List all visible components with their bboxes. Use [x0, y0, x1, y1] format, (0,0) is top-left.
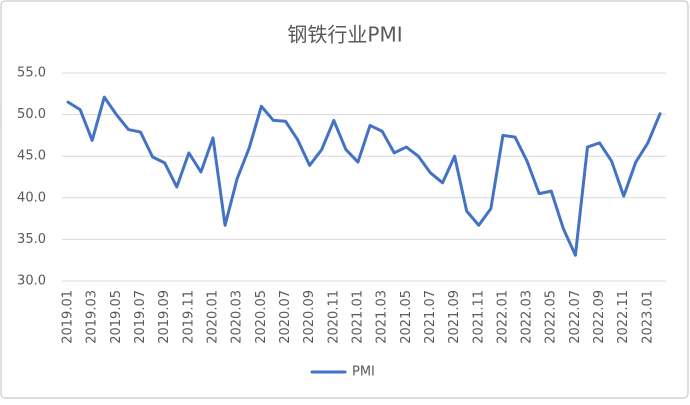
x-tick-label: 2021.09	[447, 290, 462, 344]
y-tick-label: 45.0	[17, 149, 46, 164]
x-tick-label: 2020.09	[302, 290, 317, 344]
x-tick-label: 2021.11	[471, 290, 486, 344]
x-tick-label: 2021.07	[423, 290, 438, 344]
data-line	[66, 95, 662, 257]
y-tick-label: 50.0	[17, 107, 46, 122]
x-tick-label: 2019.01	[61, 290, 76, 344]
x-tick-label: 2022.01	[495, 290, 510, 344]
y-tick-label: 55.0	[17, 66, 46, 81]
y-tick-label: 40.0	[17, 190, 46, 205]
x-tick-label: 2021.01	[350, 290, 365, 344]
x-tick-label: 2022.09	[592, 290, 607, 344]
x-tick-label: 2021.03	[375, 290, 390, 344]
y-tick-label: 35.0	[17, 232, 46, 247]
y-tick-label: 30.0	[17, 274, 46, 289]
x-tick-label: 2022.05	[544, 290, 559, 344]
x-tick-label: 2019.03	[85, 290, 100, 344]
x-tick-label: 2022.07	[568, 290, 583, 344]
x-tick-label: 2022.11	[616, 290, 631, 344]
x-tick-label: 2019.07	[133, 290, 148, 344]
legend-label: PMI	[352, 365, 375, 380]
x-tick-label: 2021.05	[399, 290, 414, 344]
x-tick-label: 2022.03	[520, 290, 535, 344]
x-tick-label: 2020.01	[206, 290, 221, 344]
chart-title: 钢铁行业PMI	[287, 23, 402, 47]
x-tick-label: 2019.09	[157, 290, 172, 344]
x-tick-label: 2020.11	[326, 290, 341, 344]
x-tick-label: 2019.05	[109, 290, 124, 344]
x-tick-label: 2020.07	[278, 290, 293, 344]
x-tick-label: 2019.11	[181, 290, 196, 344]
x-tick-label: 2020.03	[230, 290, 245, 344]
x-tick-label: 2020.05	[254, 290, 269, 344]
x-tick-label: 2023.01	[640, 290, 655, 344]
